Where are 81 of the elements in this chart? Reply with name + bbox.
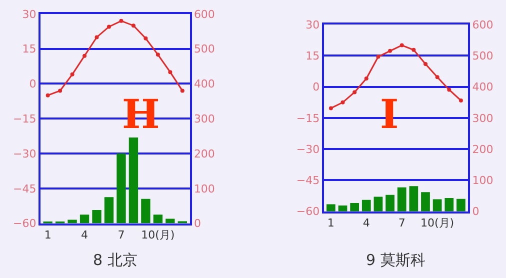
bar: [397, 187, 406, 212]
y-tick-label: −45: [13, 182, 36, 196]
bar: [326, 204, 336, 212]
y2-tick-label: 500: [194, 42, 215, 56]
y2-tick-label: 100: [194, 182, 215, 196]
x-tick-label: 7: [398, 216, 406, 230]
bar: [166, 218, 175, 224]
y2-tick-label: 200: [472, 142, 494, 156]
point: [424, 62, 428, 66]
point: [70, 72, 74, 76]
y-tick-label: −45: [296, 174, 320, 188]
point: [107, 24, 111, 29]
y2-tick-label: 0: [472, 205, 480, 218]
bar: [141, 198, 150, 224]
y-tick-label: −15: [13, 112, 36, 126]
y2-tick-label: 100: [472, 174, 494, 188]
point: [340, 100, 345, 104]
y-tick-label: −30: [296, 142, 320, 156]
point: [458, 98, 463, 103]
point: [119, 18, 124, 23]
y2-tick-label: 400: [194, 78, 215, 91]
point: [388, 48, 392, 53]
x-tick-label: 4: [362, 216, 370, 230]
point: [82, 54, 87, 58]
bar: [350, 202, 360, 212]
y-tick-label: −15: [296, 112, 320, 125]
bar: [80, 214, 90, 224]
point: [168, 70, 172, 74]
y2-tick-label: 0: [194, 217, 201, 230]
bar: [374, 196, 383, 212]
y-tick-label: −60: [296, 205, 320, 218]
bar: [116, 154, 126, 224]
y-tick-label: 30: [306, 18, 320, 32]
x-tick-label: 4: [81, 228, 88, 242]
y-tick-label: 30: [22, 8, 36, 21]
y2-tick-label: 600: [472, 18, 494, 32]
point: [364, 76, 368, 81]
bar: [421, 192, 430, 212]
point: [156, 52, 160, 57]
point: [94, 35, 99, 40]
text: 8 北京: [93, 251, 138, 269]
x-tick-label: 10(月): [420, 216, 454, 230]
point: [46, 93, 50, 98]
y2-tick-label: 600: [194, 8, 215, 21]
bar: [444, 198, 454, 212]
point: [435, 75, 440, 80]
bar: [409, 186, 418, 212]
y2-tick-label: 200: [194, 147, 215, 160]
point: [144, 36, 148, 40]
bar: [128, 137, 138, 224]
point: [328, 106, 333, 110]
point: [400, 43, 404, 48]
y2-tick-label: 500: [472, 50, 494, 63]
y2-tick-label: 400: [472, 80, 494, 94]
y-tick-label: 15: [306, 50, 320, 63]
bar: [362, 200, 371, 212]
point: [131, 24, 136, 28]
x-tick-label: 10(月): [141, 228, 175, 242]
point: [180, 88, 184, 93]
bar: [456, 198, 466, 212]
text: 9 莫斯科: [366, 251, 426, 269]
x-tick-label: 1: [327, 216, 334, 230]
y-tick-label: 15: [22, 42, 36, 56]
bar: [92, 210, 102, 224]
bar: [104, 197, 114, 224]
bar: [432, 199, 442, 212]
point: [352, 90, 357, 94]
bar: [153, 214, 163, 224]
y2-tick-label: 300: [194, 112, 215, 126]
x-tick-label: 7: [118, 228, 125, 242]
point: [412, 48, 416, 52]
y-tick-label: 0: [29, 78, 36, 91]
y-tick-label: 0: [312, 80, 320, 94]
y2-tick-label: 300: [472, 112, 494, 125]
x-tick-label: 1: [44, 228, 52, 242]
bar: [386, 194, 394, 212]
y-tick-label: −60: [13, 217, 36, 230]
y-tick-label: −30: [13, 147, 36, 160]
point: [58, 88, 62, 93]
point: [376, 54, 380, 59]
point: [447, 88, 452, 92]
